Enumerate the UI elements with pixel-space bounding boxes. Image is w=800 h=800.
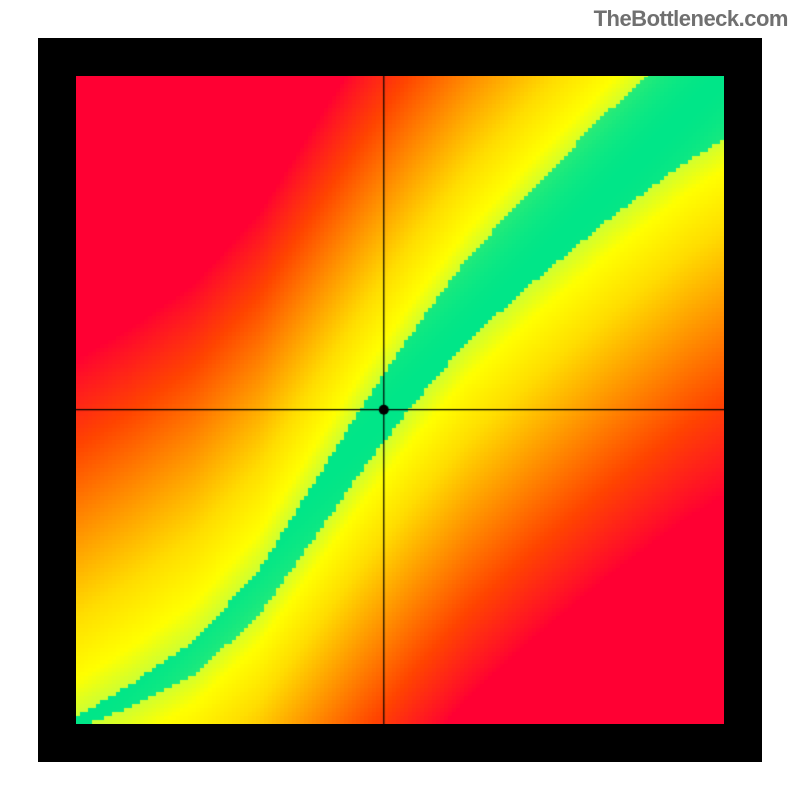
watermark-text: TheBottleneck.com [594, 6, 788, 32]
heatmap-canvas [76, 76, 724, 724]
root-container: TheBottleneck.com [0, 0, 800, 800]
chart-frame [38, 38, 762, 762]
